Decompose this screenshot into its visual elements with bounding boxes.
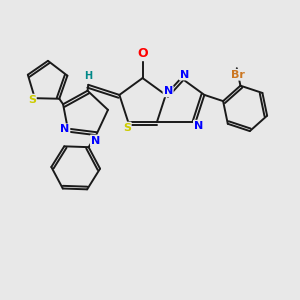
Text: S: S xyxy=(28,95,36,105)
Text: H: H xyxy=(84,71,92,82)
Text: O: O xyxy=(137,47,148,60)
Text: N: N xyxy=(91,136,100,146)
Text: N: N xyxy=(60,124,69,134)
Text: N: N xyxy=(194,121,203,131)
Text: S: S xyxy=(123,122,131,133)
Text: N: N xyxy=(164,86,173,96)
Text: Br: Br xyxy=(231,70,245,80)
Text: N: N xyxy=(180,70,189,80)
